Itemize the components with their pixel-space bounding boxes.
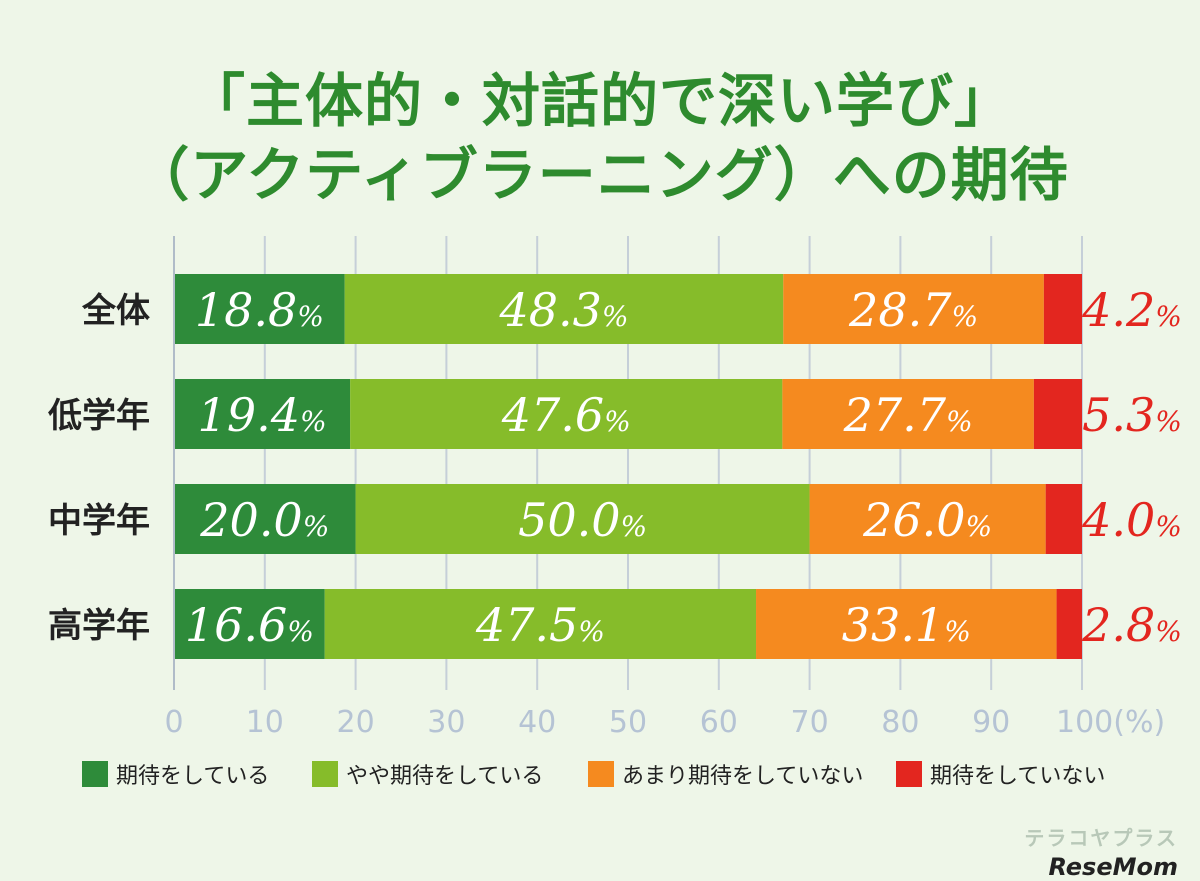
legend: 期待をしている やや期待をしている あまり期待をしていない 期待をしていない [0,756,1200,792]
category-label-0: 全体 [81,291,150,331]
bar-1-series-0 [174,379,351,449]
x-tick-label-20: 20 [337,705,375,740]
legend-label-somewhat-expect: やや期待をしている [346,764,544,789]
x-tick-label-10: 10 [246,705,284,740]
legend-swatch-somewhat-expect [312,761,338,787]
legend-label-expect: 期待をしている [116,764,270,789]
watermark-line-1: テラコヤプラス [1024,826,1178,850]
watermark: テラコヤプラス ReseMom [1024,822,1178,881]
x-tick-label-100: 100(%) [1056,705,1165,740]
legend-swatch-not-much [588,761,614,787]
legend-label-not-expect: 期待をしていない [930,764,1106,789]
data-label-3-series-0: 16.6% [185,598,314,652]
bar-0-series-3 [1043,274,1082,344]
chart-title-line-2: （アクティブラーニング）への期待 [131,141,1069,209]
data-label-3-series-1: 47.5% [475,598,605,652]
bar-2-series-0 [174,484,356,554]
data-label-1-series-1: 47.6% [501,388,631,442]
data-label-2-series-0: 20.0% [199,493,329,547]
x-tick-label-0: 0 [164,705,183,740]
chart-title-line-1: 「主体的・対話的で深い学び」 [186,67,1013,135]
category-label-1: 低学年 [48,396,150,436]
x-tick-label-40: 40 [518,705,556,740]
data-label-0-series-0: 18.8% [195,283,324,337]
x-tick-label-60: 60 [700,705,738,740]
watermark-logo-resemom: ReseMom [1048,853,1178,881]
x-tick-label-80: 80 [881,705,919,740]
legend-label-not-much: あまり期待をしていない [622,764,864,789]
data-label-1-series-3: 5.3% [1082,388,1182,442]
data-label-0-series-2: 28.7% [848,283,978,337]
legend-swatch-expect [82,761,108,787]
legend-item-not-much: あまり期待をしていない [588,756,863,792]
data-label-1-series-0: 19.4% [198,388,327,442]
data-label-3-series-2: 33.1% [842,598,971,652]
bar-2-series-2 [809,484,1046,554]
bar-0-series-1 [344,274,784,344]
bar-3-series-2 [756,589,1057,659]
category-label-3: 高学年 [48,606,150,646]
bar-0-series-2 [783,274,1044,344]
category-label-2: 中学年 [48,501,150,541]
data-label-2-series-1: 50.0% [518,493,647,547]
bar-1-series-3 [1033,379,1082,449]
bar-2-series-1 [355,484,810,554]
bar-2-series-3 [1045,484,1082,554]
data-label-0-series-3: 4.2% [1081,283,1182,337]
bar-3-series-1 [324,589,757,659]
bar-1-series-1 [350,379,783,449]
data-label-2-series-2: 26.0% [862,493,992,547]
data-label-2-series-3: 4.0% [1081,493,1182,547]
x-tick-label-30: 30 [427,705,465,740]
x-tick-label-90: 90 [972,705,1010,740]
bar-3-series-0 [174,589,325,659]
legend-item-somewhat-expect: やや期待をしている [312,756,543,792]
legend-swatch-not-expect [896,761,922,787]
data-label-0-series-1: 48.3% [498,283,628,337]
x-tick-label-70: 70 [791,705,829,740]
data-label-1-series-2: 27.7% [843,388,973,442]
bar-0-series-0 [174,274,345,344]
x-tick-label-50: 50 [609,705,647,740]
bar-3-series-3 [1056,589,1082,659]
legend-item-expect: 期待をしている [82,756,269,792]
bar-1-series-2 [782,379,1034,449]
legend-item-not-expect: 期待をしていない [896,756,1105,792]
data-label-3-series-3: 2.8% [1081,598,1182,652]
